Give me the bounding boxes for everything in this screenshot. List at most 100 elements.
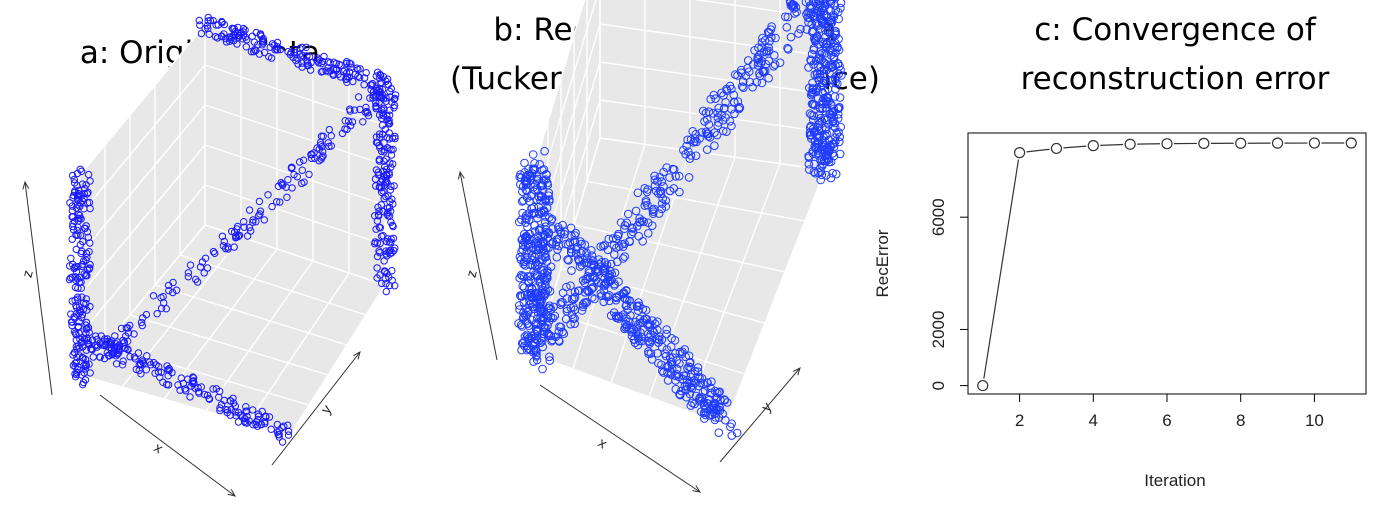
data-point <box>76 241 85 249</box>
data-point <box>633 320 643 329</box>
data-point <box>808 78 817 88</box>
panel-c-title-line2: reconstruction error <box>1020 61 1330 97</box>
panel-c-line-chart: 2 4 6 8 10 0 2000 6000 Iteration RecError <box>873 132 1367 490</box>
data-point <box>209 385 217 393</box>
data-point <box>830 118 840 128</box>
data-point <box>514 217 524 227</box>
data-point <box>575 262 585 271</box>
data-point <box>831 0 838 2</box>
data-point <box>821 131 830 141</box>
data-point <box>240 417 249 426</box>
data-point <box>775 58 785 68</box>
x-tick-label: 4 <box>1089 411 1098 430</box>
data-point <box>657 342 667 352</box>
data-point <box>729 97 739 107</box>
data-point <box>821 125 831 134</box>
data-point <box>354 93 363 101</box>
data-point <box>522 172 532 182</box>
grid-line <box>560 267 766 324</box>
data-point <box>341 125 349 133</box>
data-point <box>694 381 704 391</box>
data-point <box>650 319 660 329</box>
point-cluster-2 <box>371 75 400 296</box>
data-point <box>722 127 731 136</box>
point-cluster-2 <box>804 0 846 185</box>
data-point <box>84 323 93 332</box>
data-point <box>382 165 391 174</box>
data-point <box>540 291 549 301</box>
data-point <box>258 407 266 416</box>
data-point <box>665 186 675 196</box>
data-point <box>69 222 77 231</box>
data-point <box>86 302 94 311</box>
data-point <box>264 191 272 199</box>
data-point <box>384 80 393 89</box>
data-point <box>645 339 655 348</box>
data-point <box>732 428 742 438</box>
y-axis-arrow-arrowhead <box>353 350 361 360</box>
data-point <box>390 182 398 190</box>
data-point <box>544 303 553 313</box>
data-point <box>518 182 528 191</box>
data-point <box>784 45 793 54</box>
data-point <box>794 29 803 38</box>
data-point <box>381 274 389 283</box>
data-point <box>702 129 712 139</box>
data-point <box>569 294 579 304</box>
data-point <box>142 310 151 319</box>
data-point <box>383 133 391 142</box>
data-point <box>638 237 648 246</box>
data-point <box>610 250 619 259</box>
data-point <box>836 3 845 13</box>
data-point <box>77 284 86 292</box>
data-point <box>715 402 724 411</box>
data-point <box>712 130 722 140</box>
data-point <box>697 374 707 383</box>
data-point <box>727 431 737 440</box>
floor-pane <box>80 225 385 435</box>
data-point <box>672 370 682 379</box>
data-point <box>195 16 204 25</box>
data-point <box>75 211 84 220</box>
series-line-segment <box>1026 148 1050 153</box>
data-point <box>347 121 355 130</box>
data-point <box>760 66 770 76</box>
data-point <box>249 218 257 227</box>
data-point <box>632 302 642 311</box>
data-point <box>810 127 819 137</box>
data-point <box>379 187 387 195</box>
data-point <box>528 150 538 159</box>
data-point <box>356 65 364 73</box>
data-point <box>657 360 666 370</box>
data-point <box>203 391 212 399</box>
data-point <box>526 345 535 355</box>
data-point <box>813 5 823 14</box>
data-point <box>622 301 631 310</box>
data-point <box>375 98 383 107</box>
data-point <box>617 240 627 249</box>
data-point <box>530 180 540 189</box>
data-point <box>518 187 527 196</box>
data-point <box>731 70 740 79</box>
data-point <box>597 258 606 267</box>
data-point <box>1013 147 1026 159</box>
data-point <box>216 406 224 415</box>
data-point <box>829 104 839 114</box>
data-point <box>607 269 617 279</box>
data-point <box>822 115 832 124</box>
data-point <box>806 9 816 19</box>
data-point <box>372 138 381 147</box>
data-point <box>70 179 79 187</box>
data-point <box>389 222 397 231</box>
data-point <box>696 378 706 388</box>
data-point <box>646 349 656 358</box>
data-point <box>540 146 549 156</box>
data-point <box>675 347 685 357</box>
data-point <box>284 176 292 184</box>
data-point <box>388 134 397 142</box>
data-point <box>196 263 205 271</box>
x-axis-arrow-arrowhead <box>692 485 702 493</box>
data-point <box>823 84 833 94</box>
back-wall-pane <box>600 0 825 170</box>
data-point <box>736 68 746 78</box>
